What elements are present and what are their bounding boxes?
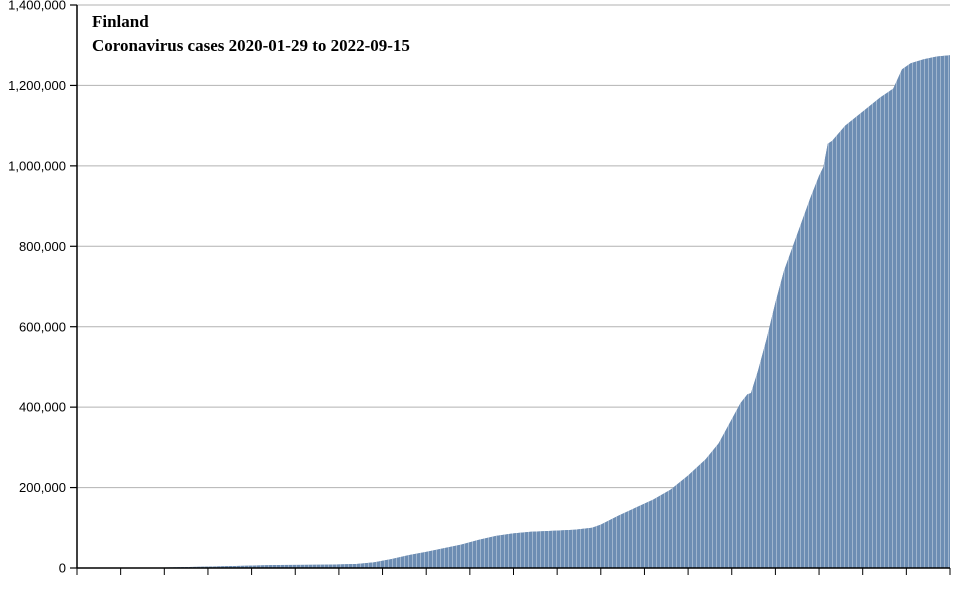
y-tick-label: 0 — [59, 561, 66, 576]
y-tick-label: 600,000 — [19, 319, 66, 334]
chart-title-line2: Coronavirus cases 2020-01-29 to 2022-09-… — [92, 34, 410, 58]
y-tick-label: 1,400,000 — [8, 0, 66, 13]
y-tick-label: 200,000 — [19, 480, 66, 495]
chart-container: 0 200,000 400,000 600,000 800,000 1,000,000 1,… — [0, 0, 955, 602]
y-tick-label: 1,000,000 — [8, 158, 66, 173]
y-tick-label: 400,000 — [19, 400, 66, 415]
chart-canvas: 0 200,000 400,000 600,000 800,000 1,000,000 1,… — [0, 0, 955, 602]
chart-title: Finland Coronavirus cases 2020-01-29 to … — [92, 10, 410, 58]
y-tick-label: 1,200,000 — [8, 78, 66, 93]
chart-title-line1: Finland — [92, 10, 410, 34]
y-tick-label: 800,000 — [19, 239, 66, 254]
